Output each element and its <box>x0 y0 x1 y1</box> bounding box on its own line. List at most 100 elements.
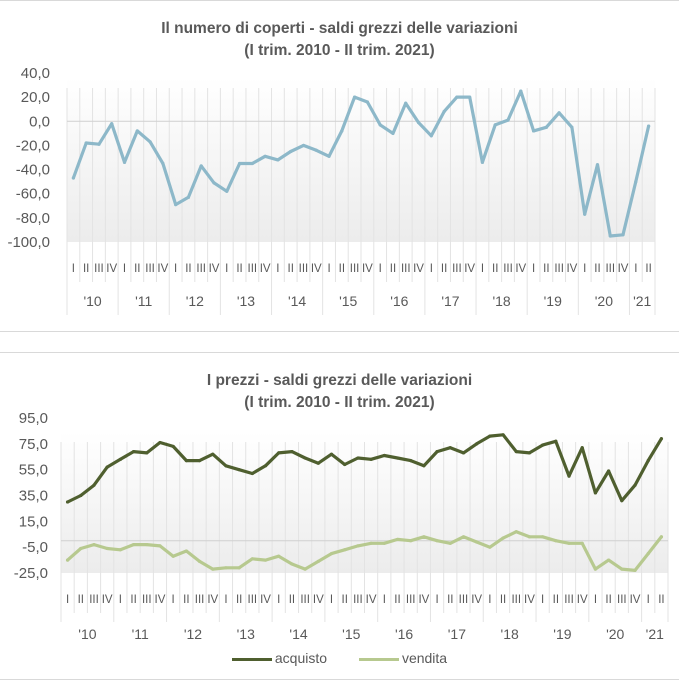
data-point-acquisto <box>633 483 637 487</box>
legend-label-vendita: vendita <box>401 650 448 666</box>
x-quarter-label: IV <box>155 594 166 606</box>
data-point-vendita <box>211 567 215 571</box>
data-point-acquisto <box>382 453 386 458</box>
data-point-coperti <box>301 143 306 148</box>
x-quarter-label: II <box>447 594 453 606</box>
x-quarter-label: I <box>488 594 491 606</box>
data-point-vendita <box>554 539 558 543</box>
data-point-coperti <box>647 124 651 128</box>
x-year-label: '20 <box>595 293 613 309</box>
x-quarter-label: I <box>66 594 69 606</box>
data-point-vendita <box>409 539 413 543</box>
x-year-label: '12 <box>186 293 204 309</box>
x-year-label: '11 <box>135 293 152 309</box>
x-quarter-label: IV <box>362 263 373 275</box>
data-point-vendita <box>620 567 624 571</box>
chart-subtitle-coperti: (I trim. 2010 - II trim. 2021) <box>244 42 435 59</box>
data-point-acquisto <box>369 457 373 461</box>
data-point-coperti <box>161 161 165 166</box>
data-point-coperti <box>634 180 638 184</box>
x-quarter-label: I <box>379 263 382 275</box>
data-point-coperti <box>314 148 318 152</box>
data-point-acquisto <box>541 443 545 447</box>
y-tick-label: -20,0 <box>16 137 50 154</box>
data-point-vendita <box>131 542 136 547</box>
data-point-coperti <box>506 118 510 122</box>
data-point-acquisto <box>79 493 83 498</box>
data-point-acquisto <box>514 449 518 454</box>
data-point-vendita <box>382 541 386 545</box>
x-quarter-label: IV <box>577 594 588 606</box>
data-point-acquisto <box>237 468 241 472</box>
data-point-acquisto <box>263 464 268 468</box>
data-point-acquisto <box>607 469 611 473</box>
data-point-vendita <box>303 567 307 571</box>
x-quarter-label: IV <box>464 263 475 275</box>
data-point-acquisto <box>395 456 400 460</box>
legend-swatch-vendita <box>358 657 399 661</box>
x-quarter-label: II <box>288 263 294 275</box>
data-point-acquisto <box>488 434 492 438</box>
x-year-label: '13 <box>237 293 255 309</box>
data-point-coperti <box>378 123 382 127</box>
x-quarter-label: II <box>134 263 140 275</box>
data-point-acquisto <box>422 464 426 468</box>
x-quarter-label: IV <box>102 594 113 606</box>
data-point-acquisto <box>303 456 307 460</box>
x-quarter-label: I <box>327 263 330 275</box>
x-quarter-label: III <box>89 594 99 606</box>
data-point-acquisto <box>158 440 162 445</box>
data-point-coperti <box>225 189 229 193</box>
data-point-vendita <box>290 562 294 566</box>
data-point-vendita <box>633 568 637 573</box>
x-quarter-label: IV <box>209 263 220 275</box>
x-quarter-label: IV <box>524 594 535 606</box>
data-point-coperti <box>340 129 344 133</box>
data-point-coperti <box>404 101 408 105</box>
x-quarter-label: I <box>119 594 122 606</box>
data-point-coperti <box>544 125 548 129</box>
data-point-vendita <box>646 552 650 556</box>
x-year-label: '12 <box>184 626 202 642</box>
data-point-vendita <box>316 559 320 563</box>
data-point-acquisto <box>277 451 281 455</box>
data-point-vendita <box>567 541 571 545</box>
data-point-acquisto <box>184 459 188 463</box>
data-point-vendita <box>118 548 122 552</box>
y-tick-label: -5,0 <box>22 539 48 556</box>
x-quarter-label: I <box>435 594 438 606</box>
x-quarter-label: I <box>647 594 650 606</box>
x-quarter-label: IV <box>471 594 482 606</box>
data-point-acquisto <box>448 446 452 450</box>
y-tick-label: 95,0 <box>19 410 48 427</box>
data-point-coperti <box>250 161 254 166</box>
x-quarter-label: III <box>459 594 469 606</box>
data-point-coperti <box>429 134 433 138</box>
x-quarter-label: III <box>406 594 416 606</box>
x-year-label: '19 <box>553 626 571 642</box>
x-quarter-label: III <box>248 263 258 275</box>
data-point-coperti <box>174 202 178 207</box>
data-point-vendita <box>79 546 83 551</box>
data-point-acquisto <box>92 483 96 487</box>
y-tick-label: -80,0 <box>16 210 50 227</box>
data-point-acquisto <box>554 439 558 443</box>
x-year-label: '16 <box>395 626 413 642</box>
x-quarter-label: I <box>583 263 586 275</box>
x-quarter-label: III <box>248 594 258 606</box>
x-year-label: '18 <box>492 293 510 309</box>
x-quarter-label: III <box>299 263 309 275</box>
y-tick-label: 35,0 <box>19 488 48 505</box>
x-quarter-label: II <box>594 263 600 275</box>
data-point-coperti <box>557 111 561 115</box>
data-point-acquisto <box>105 465 109 469</box>
data-point-acquisto <box>527 451 532 455</box>
x-quarter-label: IV <box>630 594 641 606</box>
x-quarter-label: IV <box>566 263 577 275</box>
data-point-vendita <box>158 544 162 548</box>
data-point-coperti <box>583 212 587 216</box>
data-point-coperti <box>110 122 114 126</box>
data-point-coperti <box>135 129 139 133</box>
data-point-vendita <box>277 554 281 558</box>
